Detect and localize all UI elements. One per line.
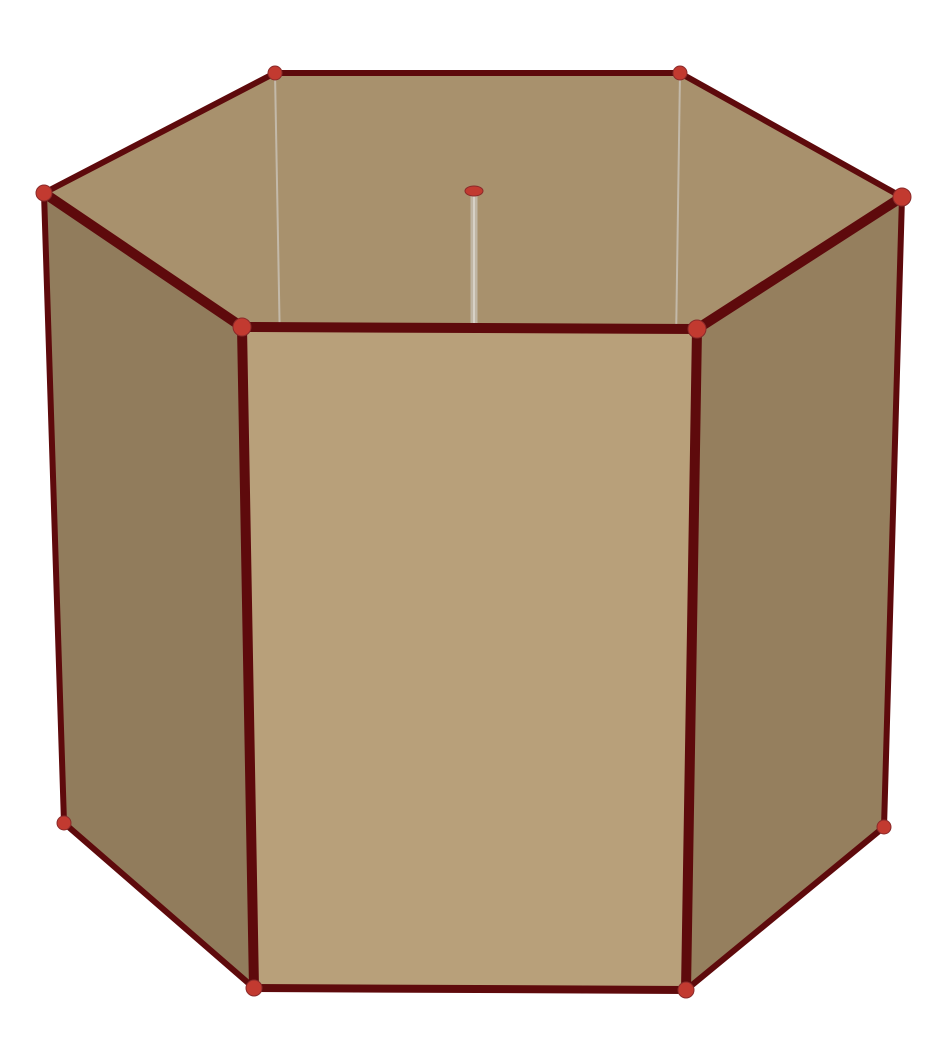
edge bbox=[41, 70, 278, 196]
vertex bbox=[245, 979, 263, 997]
left-front-face bbox=[44, 193, 254, 988]
front-face bbox=[242, 327, 697, 990]
edge bbox=[41, 190, 67, 826]
vertex bbox=[267, 65, 283, 81]
vertex bbox=[677, 981, 695, 999]
right-front-face bbox=[686, 197, 902, 990]
edge bbox=[250, 984, 690, 994]
top-center-point bbox=[464, 185, 484, 197]
vertex bbox=[56, 815, 72, 831]
vertex bbox=[35, 184, 53, 202]
visible-edges bbox=[39, 70, 907, 995]
vertex bbox=[687, 319, 707, 339]
edge bbox=[677, 70, 905, 200]
edge bbox=[681, 324, 702, 995]
vertex bbox=[672, 65, 688, 81]
vertex bbox=[232, 317, 252, 337]
edge bbox=[237, 322, 259, 993]
edge bbox=[39, 188, 247, 332]
edge bbox=[683, 824, 887, 993]
edge bbox=[692, 192, 907, 334]
edge bbox=[237, 322, 702, 334]
edge bbox=[881, 194, 905, 830]
edge bbox=[61, 820, 257, 991]
visible-vertices bbox=[35, 65, 912, 999]
vertex bbox=[876, 819, 892, 835]
vertex bbox=[892, 187, 912, 207]
